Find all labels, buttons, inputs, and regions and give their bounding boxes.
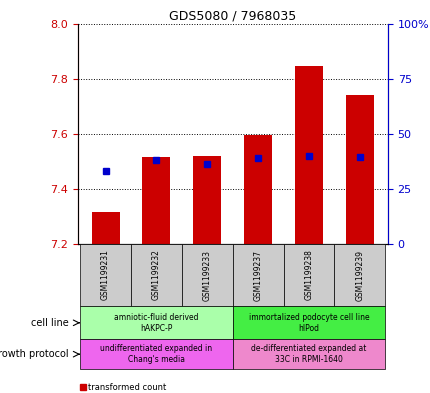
FancyBboxPatch shape bbox=[283, 244, 334, 307]
Text: immortalized podocyte cell line
hIPod: immortalized podocyte cell line hIPod bbox=[248, 313, 369, 332]
Text: amniotic-fluid derived
hAKPC-P: amniotic-fluid derived hAKPC-P bbox=[114, 313, 198, 332]
Bar bbox=[91, 212, 119, 244]
FancyBboxPatch shape bbox=[181, 244, 232, 307]
Text: GSM1199232: GSM1199232 bbox=[152, 250, 160, 301]
FancyBboxPatch shape bbox=[232, 244, 283, 307]
Text: de-differentiated expanded at
33C in RPMI-1640: de-differentiated expanded at 33C in RPM… bbox=[251, 345, 366, 364]
Title: GDS5080 / 7968035: GDS5080 / 7968035 bbox=[169, 9, 296, 22]
Bar bbox=[295, 66, 322, 244]
Text: GSM1199233: GSM1199233 bbox=[203, 250, 211, 301]
Bar bbox=[142, 157, 170, 244]
FancyBboxPatch shape bbox=[131, 244, 181, 307]
Text: transformed count: transformed count bbox=[88, 382, 166, 391]
Bar bbox=[345, 95, 373, 244]
Text: growth protocol: growth protocol bbox=[0, 349, 69, 359]
FancyBboxPatch shape bbox=[80, 244, 131, 307]
Bar bbox=[244, 135, 271, 244]
Text: cell line: cell line bbox=[31, 318, 69, 328]
Bar bbox=[193, 156, 221, 244]
FancyBboxPatch shape bbox=[80, 307, 232, 339]
Text: GSM1199238: GSM1199238 bbox=[304, 250, 313, 301]
FancyBboxPatch shape bbox=[232, 307, 384, 339]
Text: GSM1199231: GSM1199231 bbox=[101, 250, 110, 301]
FancyBboxPatch shape bbox=[80, 339, 232, 369]
Text: GSM1199237: GSM1199237 bbox=[253, 250, 262, 301]
Text: undifferentiated expanded in
Chang's media: undifferentiated expanded in Chang's med… bbox=[100, 345, 212, 364]
FancyBboxPatch shape bbox=[232, 339, 384, 369]
Text: GSM1199239: GSM1199239 bbox=[355, 250, 364, 301]
FancyBboxPatch shape bbox=[334, 244, 384, 307]
